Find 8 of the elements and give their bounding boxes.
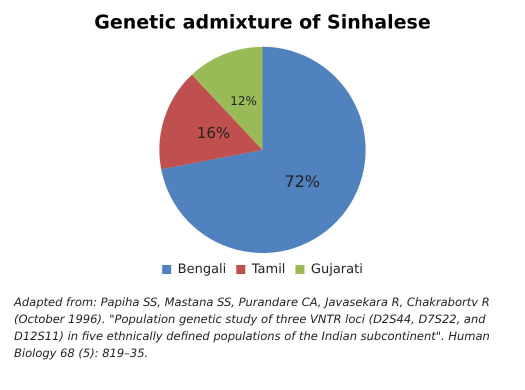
data-label: 12% (230, 94, 257, 108)
legend-label: Bengali (178, 262, 226, 277)
chart-title: Genetic admixture of Sinhalese (94, 11, 431, 34)
data-label: 16% (196, 124, 230, 142)
legend-label: Tamil (250, 262, 286, 277)
data-label: 72% (284, 172, 320, 191)
text: Adapted from: Papiha SS, Mastana SS, Purandare CA, Javasekara R, Chakrabortv R (October 1996). "Population genetic study of three VNTR loci (D2S44, D7S22, and D12S11) in five ethnically defined populations of the Indian subcontinent". Human Biology 68 (5): 819–35. (14, 294, 491, 362)
legend-label: Gujarati (310, 262, 363, 277)
